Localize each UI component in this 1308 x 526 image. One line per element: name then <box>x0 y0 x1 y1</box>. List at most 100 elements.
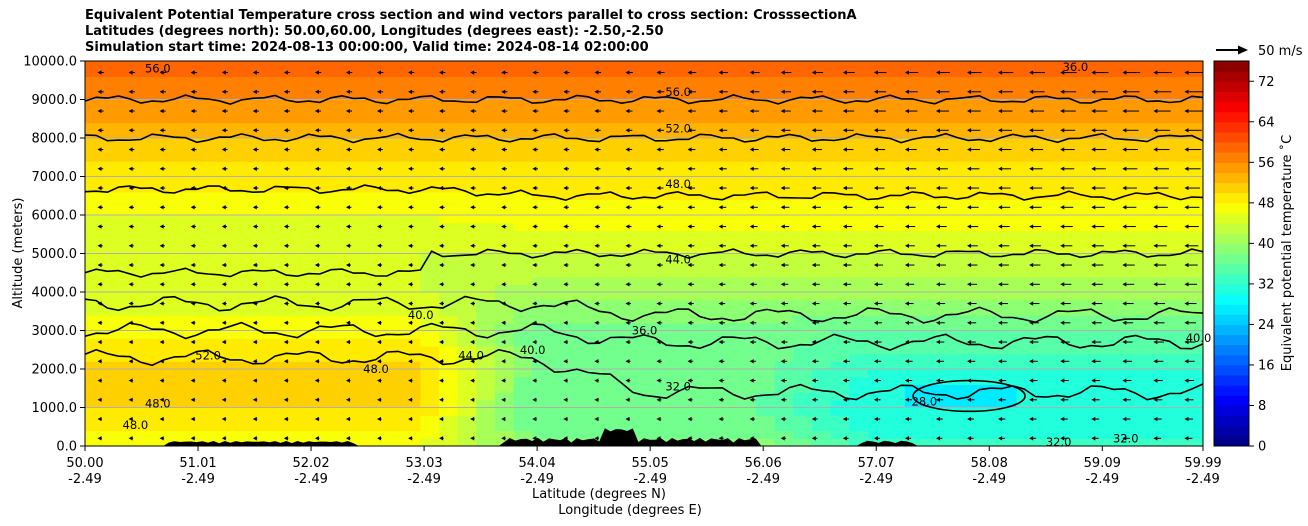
wind-vector-head <box>687 378 692 383</box>
wind-vector-head <box>97 416 102 422</box>
theta-e-cell <box>718 107 738 116</box>
theta-e-cell <box>1165 276 1185 285</box>
theta-e-cell <box>867 76 887 85</box>
theta-e-cell <box>848 176 869 185</box>
theta-e-cell <box>289 430 310 439</box>
theta-e-cell <box>998 399 1018 409</box>
colorbar-band <box>1214 212 1249 224</box>
theta-e-cell <box>1128 415 1148 424</box>
wind-vector-head <box>128 301 133 306</box>
theta-e-cell <box>588 153 608 162</box>
theta-e-cell <box>364 68 384 77</box>
theta-e-cell <box>1109 99 1130 108</box>
theta-e-cell <box>439 114 459 124</box>
theta-e-cell <box>1016 222 1036 231</box>
theta-e-cell <box>979 107 999 116</box>
theta-e-cell <box>140 61 161 70</box>
theta-e-cell <box>979 322 999 332</box>
theta-e-cell <box>606 422 626 432</box>
wind-vector-head <box>97 108 102 114</box>
theta-e-cell <box>327 153 347 162</box>
theta-e-cell <box>1053 199 1074 208</box>
theta-e-cell <box>979 330 999 339</box>
theta-e-cell <box>644 61 664 70</box>
theta-e-cell <box>755 153 776 162</box>
theta-e-cell <box>345 107 366 116</box>
theta-e-cell <box>960 268 980 278</box>
theta-e-cell <box>755 392 776 401</box>
wind-vector-head <box>936 70 941 75</box>
theta-e-cell <box>923 130 943 139</box>
theta-e-cell <box>1016 107 1036 116</box>
theta-e-cell <box>271 276 291 285</box>
theta-e-cell <box>662 322 682 332</box>
contour-line <box>85 248 1203 278</box>
theta-e-cell <box>85 399 105 409</box>
theta-e-cell <box>103 107 123 116</box>
theta-e-cell <box>699 230 720 239</box>
wind-vector-head <box>501 416 506 422</box>
wind-vector-head <box>873 243 878 248</box>
theta-e-cell <box>345 292 366 301</box>
theta-e-cell <box>699 307 720 316</box>
theta-e-cell <box>1128 430 1148 439</box>
wind-vector-head <box>811 301 816 306</box>
theta-e-cell <box>569 168 589 178</box>
theta-e-cell <box>625 130 645 139</box>
wind-vector-head <box>221 70 226 75</box>
wind-vector-head <box>625 89 630 94</box>
theta-e-cell <box>737 392 757 401</box>
wind-vector-head <box>532 301 537 306</box>
theta-e-cell <box>1165 207 1185 216</box>
wind-vector-head <box>97 70 102 75</box>
wind-vector-head <box>1060 128 1065 133</box>
theta-e-cell <box>1184 415 1203 424</box>
theta-e-cell <box>569 422 589 432</box>
wind-vector-head <box>1122 224 1127 229</box>
theta-e-cell <box>271 392 291 401</box>
theta-e-cell <box>1147 176 1167 185</box>
theta-e-cell <box>1109 353 1130 362</box>
theta-e-cell <box>289 207 310 216</box>
wind-vector-head <box>159 166 164 171</box>
theta-e-cell <box>699 153 720 162</box>
theta-e-cell <box>886 238 906 247</box>
theta-e-cell <box>662 122 682 131</box>
theta-e-cell <box>681 330 701 339</box>
theta-e-cell <box>494 292 515 301</box>
theta-e-cell <box>513 307 533 316</box>
contour-label: 32.0 <box>1046 435 1072 449</box>
theta-e-cell <box>886 422 906 432</box>
theta-e-cell <box>159 91 179 101</box>
theta-e-cell <box>383 376 403 385</box>
theta-e-cell <box>923 292 943 301</box>
theta-e-cell <box>662 284 682 293</box>
theta-e-cell <box>401 292 421 301</box>
wind-vector-head <box>470 416 475 422</box>
wind-vector-head <box>470 89 475 94</box>
theta-e-cell <box>755 107 776 116</box>
theta-e-cell <box>923 245 943 255</box>
theta-e-cell <box>1184 176 1203 185</box>
theta-e-cell <box>196 438 217 446</box>
theta-e-cell <box>942 299 962 308</box>
theta-e-cell <box>234 84 254 93</box>
theta-e-cell <box>345 376 366 385</box>
wind-vector-head <box>1091 397 1096 402</box>
theta-e-cell <box>1072 230 1092 239</box>
colorbar-band <box>1214 192 1249 204</box>
theta-e-cell <box>1072 345 1092 355</box>
wind-vector-head <box>377 185 382 191</box>
theta-e-cell <box>345 384 366 393</box>
x-tick-label-lon: -2.49 <box>1186 472 1220 487</box>
theta-e-cell <box>1165 145 1185 154</box>
theta-e-cell <box>886 114 906 124</box>
wind-vector-head <box>718 185 723 191</box>
theta-e-cell <box>1165 222 1185 231</box>
theta-e-cell <box>457 168 477 178</box>
wind-vector-head <box>687 89 692 94</box>
theta-e-cell <box>848 438 869 446</box>
wind-vector-head <box>345 282 350 287</box>
wind-vector-head <box>97 320 102 325</box>
wind-vector-head <box>377 416 382 422</box>
